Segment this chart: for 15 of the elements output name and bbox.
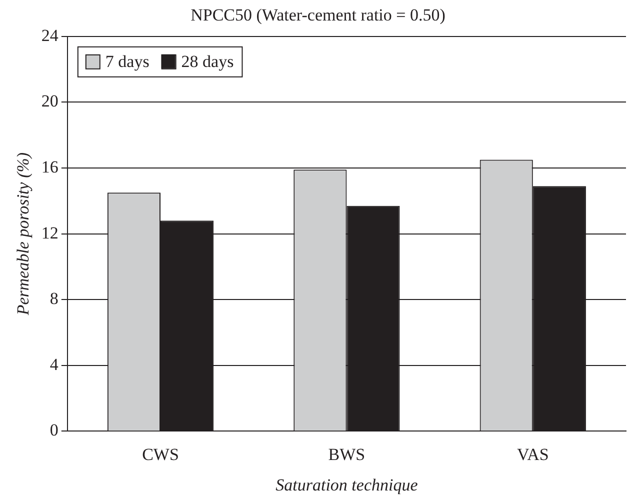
x-tick-label: CWS (142, 444, 179, 464)
y-tick-label: 4 (50, 354, 59, 374)
y-axis-title: Permeable porosity (%) (14, 152, 33, 316)
legend-label: 28 days (181, 52, 234, 71)
x-axis-title: Saturation technique (276, 475, 418, 494)
y-tick-label: 20 (41, 92, 58, 111)
y-tick-label: 24 (41, 26, 59, 45)
y-tick-label: 12 (41, 223, 58, 242)
x-tick-label: BWS (328, 444, 366, 464)
y-tick-label: 16 (41, 157, 58, 176)
y-tick-label: 8 (50, 289, 58, 308)
chart-title: NPCC50 (Water-cement ratio = 0.50) (190, 6, 446, 25)
y-tick-label: 0 (50, 420, 58, 440)
legend-label: 7 days (105, 52, 150, 71)
x-tick-label: VAS (516, 444, 549, 464)
